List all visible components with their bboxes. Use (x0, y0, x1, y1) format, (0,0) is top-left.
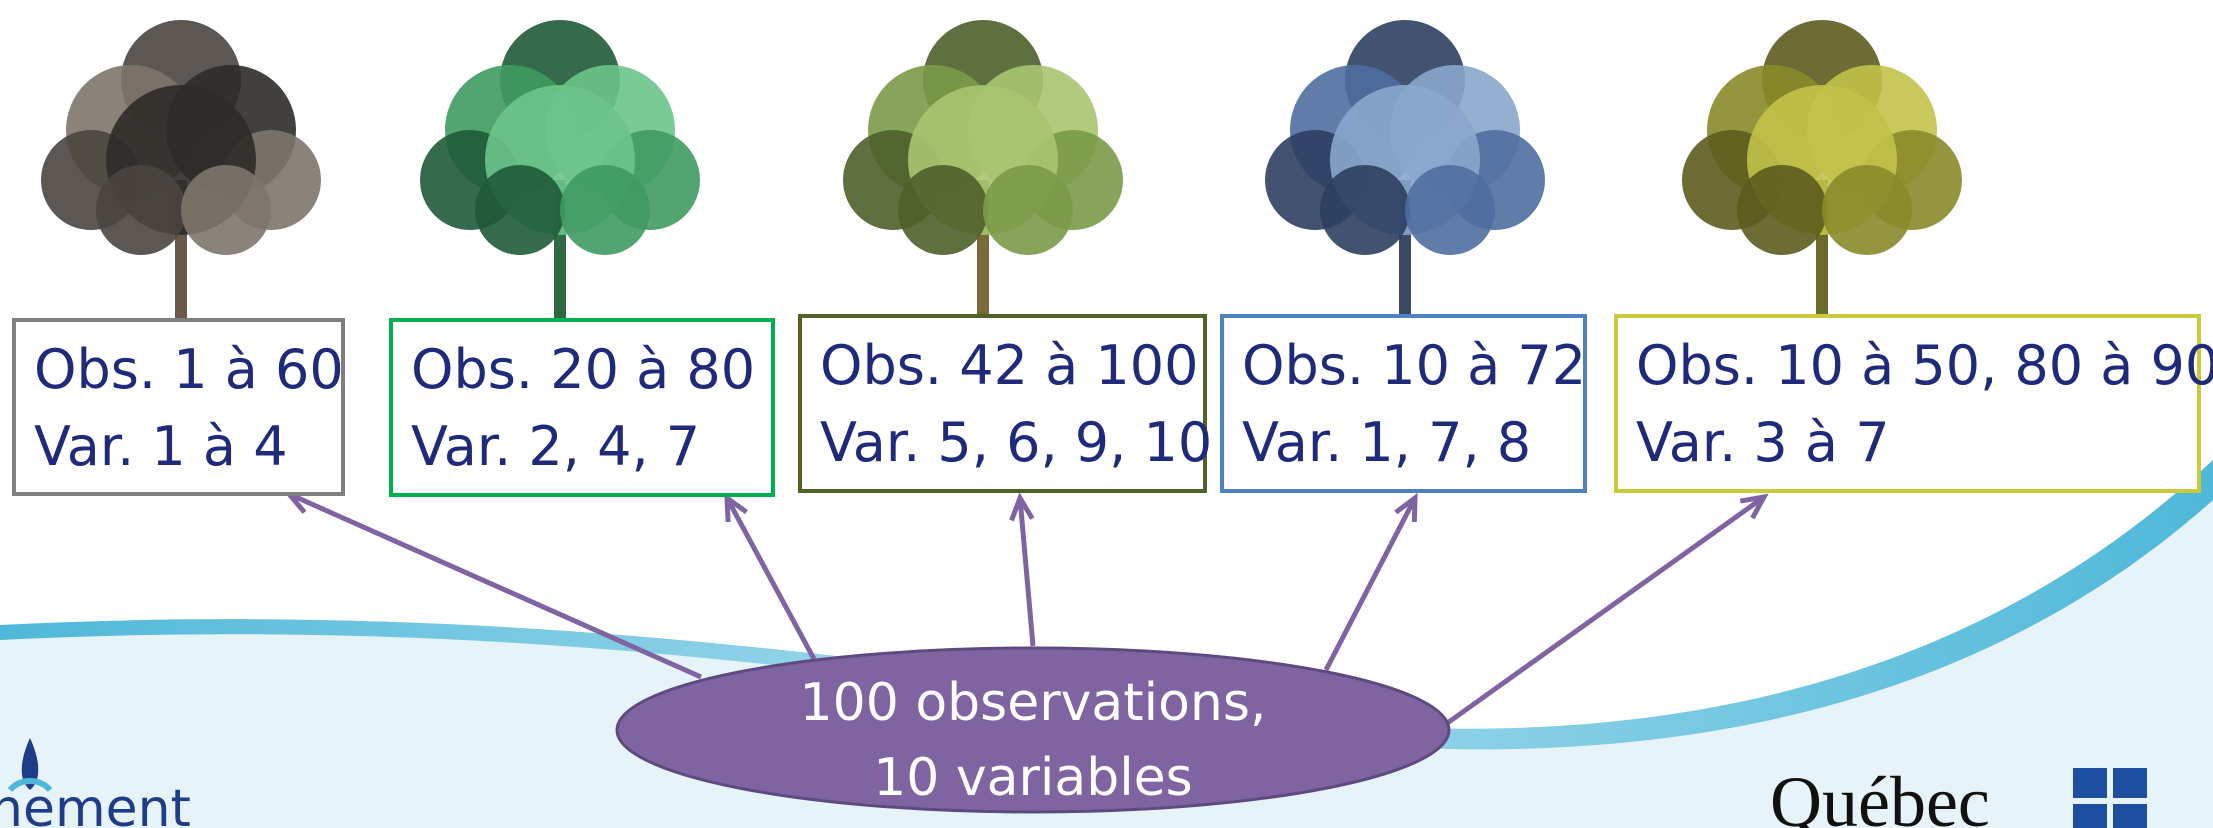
arrow-head (1394, 492, 1418, 523)
tree-crown (1405, 165, 1495, 255)
arrows (283, 490, 1769, 727)
box (1220, 314, 1587, 493)
tree-crown (983, 165, 1073, 255)
tree-crown (96, 165, 186, 255)
arrow-head (724, 492, 748, 523)
arrow-line (1017, 497, 1036, 647)
trees (41, 20, 1962, 320)
box-line1: Obs. 42 à 100 (820, 334, 1198, 397)
arrow-line (287, 491, 703, 680)
logo-left: nement (0, 738, 191, 828)
arrow-line (1323, 496, 1418, 672)
tree-crown (181, 165, 271, 255)
box (798, 314, 1207, 493)
box-line1: Obs. 1 à 60 (34, 338, 344, 401)
box-line1: Obs. 10 à 50, 80 à 90 (1636, 334, 2213, 397)
center-line2: 10 variables (873, 748, 1193, 808)
center-line1: 100 observations, (800, 673, 1267, 733)
box-line1: Obs. 20 à 80 (411, 338, 755, 401)
box-line2: Var. 5, 6, 9, 10 (820, 411, 1212, 474)
box (389, 318, 775, 497)
arrow-line (1444, 494, 1766, 727)
arrow-head (1009, 492, 1035, 522)
center-ellipse (615, 646, 1451, 814)
tree-crown (475, 165, 565, 255)
boxes: Obs. 1 à 60 Var. 1 à 4 Obs. 20 à 80 Var. 2,… (12, 314, 2213, 497)
arrow-head (1739, 493, 1769, 520)
box-line2: Var. 2, 4, 7 (411, 415, 700, 478)
tree-crown (1320, 165, 1410, 255)
logo-left-text: nement (0, 779, 191, 828)
box-line1: Obs. 10 à 72 (1242, 334, 1586, 397)
box-line2: Var. 1 à 4 (34, 415, 288, 478)
box-line2: Var. 3 à 7 (1636, 411, 1890, 474)
tree-crown (560, 165, 650, 255)
box-line2: Var. 1, 7, 8 (1242, 411, 1531, 474)
box (12, 318, 345, 496)
tree-crown (1737, 165, 1827, 255)
tree-crown (898, 165, 988, 255)
box (1614, 314, 2201, 493)
logo-right: Québec (1770, 762, 2147, 828)
background (0, 460, 2213, 828)
arrow-line (724, 496, 817, 661)
logo-right-text: Québec (1770, 762, 1990, 828)
tree-crown (1822, 165, 1912, 255)
